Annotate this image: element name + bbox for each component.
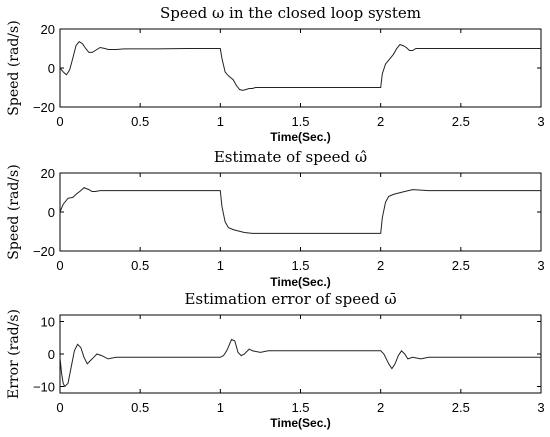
x-tick-label: 2.5 (452, 114, 470, 129)
x-tick-label: 3 (537, 400, 544, 415)
series-line (59, 187, 541, 234)
chart-title: Estimation error of speed ω̄ (184, 290, 396, 308)
x-tick-label: 2 (377, 258, 384, 273)
x-tick-label: 1 (217, 258, 224, 273)
x-axis-label: Time(Sec.) (270, 416, 330, 430)
x-tick-label: 0.5 (131, 400, 149, 415)
y-tick-label: 20 (41, 22, 55, 37)
series-line (59, 41, 541, 91)
y-tick-label: 0 (48, 205, 55, 220)
x-tick-label: 3 (537, 258, 544, 273)
y-tick-label: 0 (48, 61, 55, 76)
x-tick-label: 1 (217, 114, 224, 129)
y-tick-label: −10 (33, 380, 55, 395)
y-tick-label: −20 (33, 244, 55, 259)
x-tick-label: 1 (217, 400, 224, 415)
x-tick-label: 0.5 (131, 258, 149, 273)
y-axis-label: Error (rad/s) (6, 309, 22, 399)
x-tick-label: 0 (56, 258, 63, 273)
plot-frame (59, 28, 542, 108)
y-tick-label: 10 (41, 315, 55, 330)
chart-title: Estimate of speed ω̂ (214, 148, 367, 166)
x-tick-label: 2.5 (452, 258, 470, 273)
x-tick-label: 2.5 (452, 400, 470, 415)
x-tick-label: 1.5 (291, 258, 309, 273)
x-tick-label: 2 (377, 114, 384, 129)
y-axis-label: Speed (rad/s) (6, 164, 22, 259)
plot-frame (59, 314, 542, 394)
chart-panel-2: Estimate of speed ω̂ Speed (rad/s) Time(Se… (6, 148, 545, 289)
x-tick-label: 0 (56, 114, 63, 129)
y-tick-label: −20 (33, 100, 55, 115)
plot-frame (59, 172, 542, 252)
y-axis-label: Speed (rad/s) (6, 20, 22, 115)
x-tick-label: 2 (377, 400, 384, 415)
x-tick-label: 0 (56, 400, 63, 415)
y-tick-label: 0 (48, 347, 55, 362)
x-tick-label: 1.5 (291, 114, 309, 129)
x-tick-label: 3 (537, 114, 544, 129)
x-axis-label: Time(Sec.) (270, 275, 330, 289)
y-tick-label: 20 (41, 166, 55, 181)
x-axis-label: Time(Sec.) (270, 130, 330, 144)
series-line (59, 338, 541, 388)
chart-panel-1: Speed ω in the closed loop system Speed (… (6, 4, 545, 144)
chart-panel-3: Estimation error of speed ω̄ Error (rad/s… (6, 290, 545, 430)
x-tick-label: 1.5 (291, 400, 309, 415)
chart-title: Speed ω in the closed loop system (160, 4, 421, 22)
x-tick-label: 0.5 (131, 114, 149, 129)
